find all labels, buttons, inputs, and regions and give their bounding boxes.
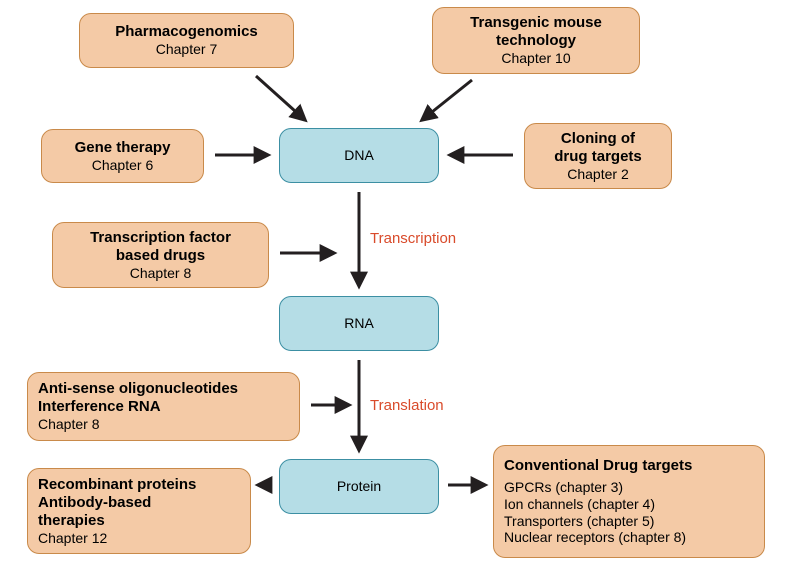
title: Gene therapy xyxy=(75,139,171,157)
line: Ion channels (chapter 4) xyxy=(504,496,655,513)
title: Conventional Drug targets xyxy=(504,457,692,475)
node-gene-therapy: Gene therapy Chapter 6 xyxy=(41,129,204,183)
title: Pharmacogenomics xyxy=(115,23,258,41)
line: GPCRs (chapter 3) xyxy=(504,479,623,496)
subtitle: Chapter 8 xyxy=(130,265,191,282)
subtitle: Chapter 6 xyxy=(92,157,153,174)
subtitle: Chapter 10 xyxy=(501,50,570,67)
node-antisense: Anti-sense oligonucleotidesInterference … xyxy=(27,372,300,441)
subtitle: Chapter 7 xyxy=(156,41,217,58)
line: Nuclear receptors (chapter 8) xyxy=(504,529,686,546)
title: Cloning ofdrug targets xyxy=(554,130,642,166)
label: RNA xyxy=(344,315,374,332)
node-transgenic: Transgenic mousetechnology Chapter 10 xyxy=(432,7,640,74)
label-transcription: Transcription xyxy=(370,230,456,247)
line: Transporters (chapter 5) xyxy=(504,513,654,530)
subtitle: Chapter 12 xyxy=(38,530,107,547)
label: DNA xyxy=(344,147,374,164)
arrow-transgenic-to-dna xyxy=(422,80,472,120)
title: Recombinant proteinsAntibody-basedtherap… xyxy=(38,476,196,530)
node-dna: DNA xyxy=(279,128,439,183)
title: Anti-sense oligonucleotidesInterference … xyxy=(38,380,238,416)
label: Protein xyxy=(337,478,381,495)
node-tf-drugs: Transcription factorbased drugs Chapter … xyxy=(52,222,269,288)
node-recombinant: Recombinant proteinsAntibody-basedtherap… xyxy=(27,468,251,554)
node-protein: Protein xyxy=(279,459,439,514)
label-translation: Translation xyxy=(370,397,444,414)
node-conventional: Conventional Drug targets GPCRs (chapter… xyxy=(493,445,765,558)
node-rna: RNA xyxy=(279,296,439,351)
title: Transcription factorbased drugs xyxy=(90,229,231,265)
node-cloning: Cloning ofdrug targets Chapter 2 xyxy=(524,123,672,189)
title: Transgenic mousetechnology xyxy=(470,14,602,50)
node-pharmacogenomics: Pharmacogenomics Chapter 7 xyxy=(79,13,294,68)
arrow-pharmacogenomics-to-dna xyxy=(256,76,305,120)
subtitle: Chapter 8 xyxy=(38,416,99,433)
diagram-canvas: Pharmacogenomics Chapter 7 Transgenic mo… xyxy=(0,0,790,566)
subtitle: Chapter 2 xyxy=(567,166,628,183)
